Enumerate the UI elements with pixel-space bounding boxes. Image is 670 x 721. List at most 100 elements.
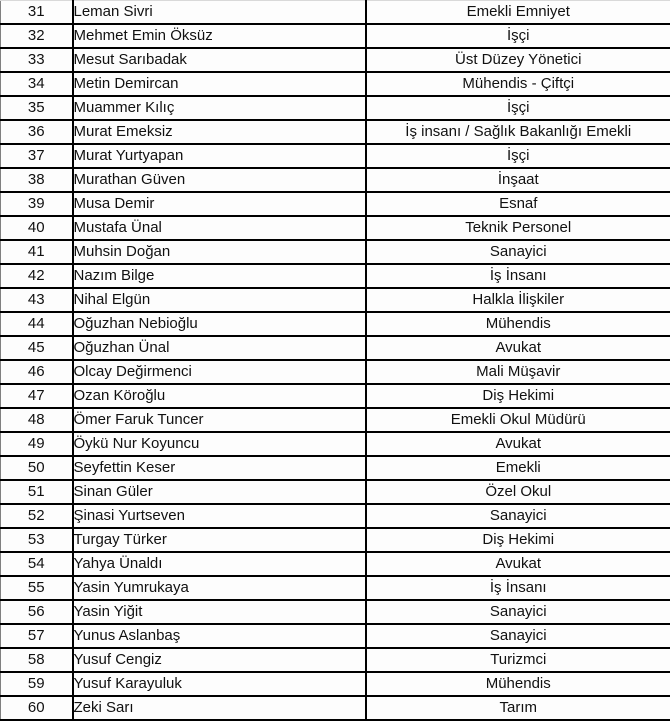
table-row: 37 Murat Yurtyapan İşçi	[0, 142, 670, 169]
name-cell: Yahya Ünaldı	[71, 550, 367, 577]
row-number-cell: 38	[0, 166, 74, 193]
table-row: 45 Oğuzhan Ünal Avukat	[0, 334, 670, 361]
name-cell: Nihal Elgün	[71, 286, 367, 313]
table-row: 33 Mesut Sarıbadak Üst Düzey Yönetici	[0, 46, 670, 73]
name-cell: Oğuzhan Ünal	[71, 334, 367, 361]
name-cell: Yasin Yiğit	[71, 598, 367, 625]
occupation-cell: Emekli	[364, 454, 670, 481]
row-number-cell: 36	[0, 118, 74, 145]
occupation-cell: İşçi	[364, 94, 670, 121]
occupation-cell: Avukat	[364, 430, 670, 457]
occupation-cell: Esnaf	[364, 190, 670, 217]
row-number-cell: 46	[0, 358, 74, 385]
row-number-cell: 41	[0, 238, 74, 265]
table-row: 41 Muhsin Doğan Sanayici	[0, 238, 670, 265]
occupation-cell: Diş Hekimi	[364, 382, 670, 409]
occupation-cell: Mühendis	[364, 310, 670, 337]
row-number-cell: 33	[0, 46, 74, 73]
table-row: 50 Seyfettin Keser Emekli	[0, 454, 670, 481]
name-cell: Yusuf Cengiz	[71, 646, 367, 673]
occupation-cell: Tarım	[364, 694, 670, 721]
name-cell: Yunus Aslanbaş	[71, 622, 367, 649]
table-row: 57 Yunus Aslanbaş Sanayici	[0, 622, 670, 649]
occupation-cell: Avukat	[364, 334, 670, 361]
name-cell: Ozan Köroğlu	[71, 382, 367, 409]
occupation-cell: Halkla İlişkiler	[364, 286, 670, 313]
row-number-cell: 42	[0, 262, 74, 289]
row-number-cell: 44	[0, 310, 74, 337]
row-number-cell: 34	[0, 70, 74, 97]
table-row: 42 Nazım Bilge İş İnsanı	[0, 262, 670, 289]
occupation-cell: Teknik Personel	[364, 214, 670, 241]
table-row: 55 Yasin Yumrukaya İş İnsanı	[0, 574, 670, 601]
name-cell: Musa Demir	[71, 190, 367, 217]
name-cell: Zeki Sarı	[71, 694, 367, 721]
occupation-cell: Mali Müşavir	[364, 358, 670, 385]
table-row: 38 Murathan Güven İnşaat	[0, 166, 670, 193]
row-number-cell: 57	[0, 622, 74, 649]
row-number-cell: 53	[0, 526, 74, 553]
row-number-cell: 40	[0, 214, 74, 241]
name-cell: Oğuzhan Nebioğlu	[71, 310, 367, 337]
occupation-cell: İş insanı / Sağlık Bakanlığı Emekli	[364, 118, 670, 145]
table-row: 47 Ozan Köroğlu Diş Hekimi	[0, 382, 670, 409]
table-row: 32 Mehmet Emin Öksüz İşçi	[0, 22, 670, 49]
table-row: 44 Oğuzhan Nebioğlu Mühendis	[0, 310, 670, 337]
name-cell: Yasin Yumrukaya	[71, 574, 367, 601]
name-cell: Murat Yurtyapan	[71, 142, 367, 169]
name-cell: Mustafa Ünal	[71, 214, 367, 241]
row-number-cell: 45	[0, 334, 74, 361]
row-number-cell: 58	[0, 646, 74, 673]
name-cell: Şinasi Yurtseven	[71, 502, 367, 529]
name-cell: Sinan Güler	[71, 478, 367, 505]
name-cell: Muammer Kılıç	[71, 94, 367, 121]
row-number-cell: 56	[0, 598, 74, 625]
occupation-cell: Mühendis	[364, 670, 670, 697]
occupation-cell: İşçi	[364, 142, 670, 169]
occupation-cell: İş İnsanı	[364, 262, 670, 289]
table-row: 49 Öykü Nur Koyuncu Avukat	[0, 430, 670, 457]
name-cell: Turgay Türker	[71, 526, 367, 553]
row-number-cell: 35	[0, 94, 74, 121]
occupation-cell: Sanayici	[364, 502, 670, 529]
row-number-cell: 49	[0, 430, 74, 457]
name-cell: Leman Sivri	[71, 0, 367, 25]
row-number-cell: 50	[0, 454, 74, 481]
occupation-cell: Üst Düzey Yönetici	[364, 46, 670, 73]
row-number-cell: 51	[0, 478, 74, 505]
table-row: 51 Sinan Güler Özel Okul	[0, 478, 670, 505]
occupation-cell: Sanayici	[364, 598, 670, 625]
name-cell: Muhsin Doğan	[71, 238, 367, 265]
row-number-cell: 39	[0, 190, 74, 217]
row-number-cell: 55	[0, 574, 74, 601]
table-row: 35 Muammer Kılıç İşçi	[0, 94, 670, 121]
row-number-cell: 37	[0, 142, 74, 169]
table-row: 46 Olcay Değirmenci Mali Müşavir	[0, 358, 670, 385]
occupation-cell: İş İnsanı	[364, 574, 670, 601]
row-number-cell: 47	[0, 382, 74, 409]
name-cell: Ömer Faruk Tuncer	[71, 406, 367, 433]
name-cell: Murathan Güven	[71, 166, 367, 193]
table-row: 43 Nihal Elgün Halkla İlişkiler	[0, 286, 670, 313]
occupation-cell: İnşaat	[364, 166, 670, 193]
row-number-cell: 59	[0, 670, 74, 697]
table-row: 53 Turgay Türker Diş Hekimi	[0, 526, 670, 553]
table-row: 36 Murat Emeksiz İş insanı / Sağlık Bakanl…	[0, 118, 670, 145]
name-cell: Murat Emeksiz	[71, 118, 367, 145]
name-cell: Yusuf Karayuluk	[71, 670, 367, 697]
row-number-cell: 31	[0, 0, 74, 25]
table-row: 52 Şinasi Yurtseven Sanayici	[0, 502, 670, 529]
name-cell: Metin Demircan	[71, 70, 367, 97]
occupation-cell: Avukat	[364, 550, 670, 577]
name-cell: Nazım Bilge	[71, 262, 367, 289]
row-number-cell: 60	[0, 694, 74, 721]
table-row: 56 Yasin Yiğit Sanayici	[0, 598, 670, 625]
table-row: 48 Ömer Faruk Tuncer Emekli Okul Müdürü	[0, 406, 670, 433]
row-number-cell: 43	[0, 286, 74, 313]
table-row: 39 Musa Demir Esnaf	[0, 190, 670, 217]
table-row: 34 Metin Demircan Mühendis - Çiftçi	[0, 70, 670, 97]
occupation-cell: Emekli Okul Müdürü	[364, 406, 670, 433]
row-number-cell: 52	[0, 502, 74, 529]
